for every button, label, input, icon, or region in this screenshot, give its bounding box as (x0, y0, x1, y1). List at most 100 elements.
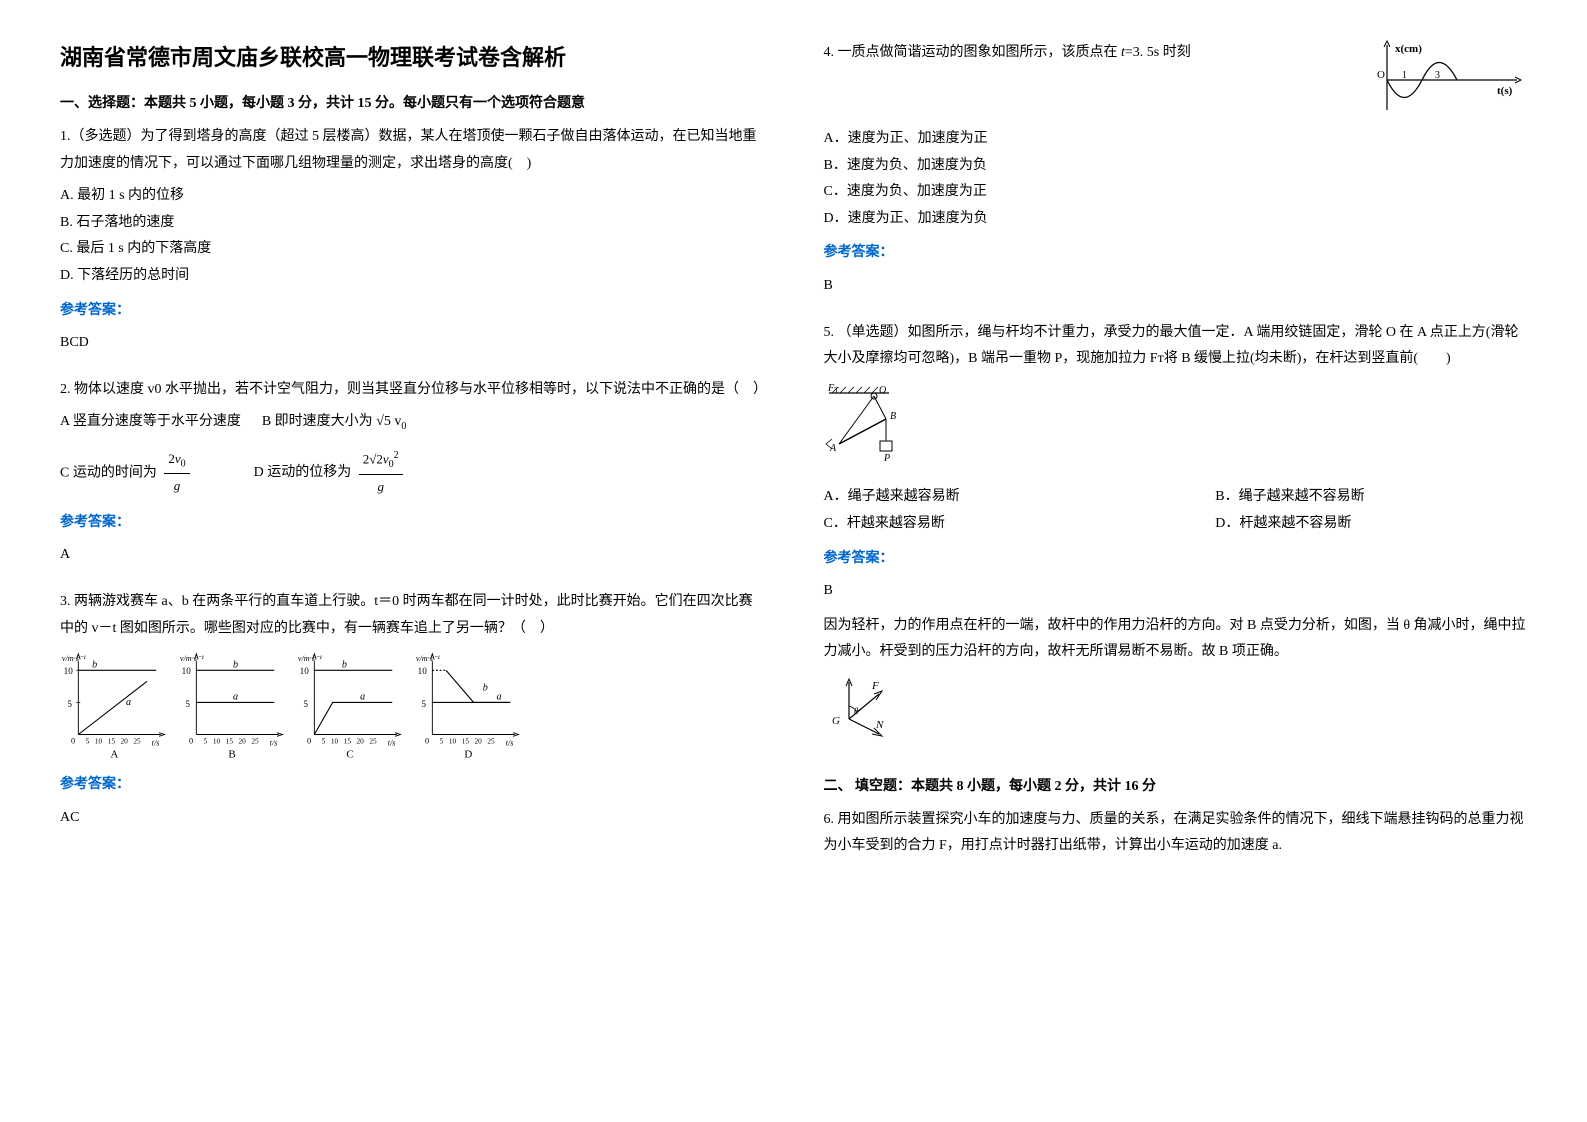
svg-text:25: 25 (251, 737, 259, 746)
svg-text:15: 15 (226, 737, 234, 746)
force-diagram: G F N θ (824, 674, 1528, 755)
section-2-header: 二、 填空题：本题共 8 小题，每小题 2 分，共计 16 分 (824, 775, 1528, 795)
shm-graph: x(cm) t(s) O 1 3 (1367, 40, 1527, 120)
svg-text:D: D (464, 749, 472, 761)
question-6: 6. 用如图所示装置探究小车的加速度与力、质量的关系，在满足实验条件的情况下，细… (824, 807, 1528, 860)
question-4-options: A．速度为正、加速度为正 B．速度为负、加速度为负 C．速度为负、加速度为正 D… (824, 126, 1528, 232)
svg-text:t(s): t(s) (1497, 85, 1513, 97)
svg-text:10: 10 (418, 666, 428, 676)
svg-text:v/m·s⁻¹: v/m·s⁻¹ (416, 654, 441, 663)
answer-value: A (60, 542, 764, 569)
svg-text:0: 0 (307, 737, 311, 746)
chart-panel-b: 10 5 b a 0 5 10 15 20 25 t/s v/m·s⁻¹ B (178, 652, 288, 762)
svg-text:O: O (1377, 69, 1385, 81)
svg-text:25: 25 (487, 737, 495, 746)
option-row-ab: A 竖直分速度等于水平分速度 B 即时速度大小为 √5 v0 (60, 409, 764, 436)
svg-text:b: b (483, 683, 488, 694)
svg-text:t/s: t/s (270, 739, 278, 748)
svg-text:5: 5 (322, 737, 326, 746)
svg-text:5: 5 (204, 737, 208, 746)
svg-text:b: b (233, 660, 238, 671)
option-c: C 运动的时间为 2v0 g (60, 447, 194, 499)
svg-text:20: 20 (357, 737, 365, 746)
svg-text:10: 10 (182, 666, 192, 676)
svg-text:0: 0 (425, 737, 429, 746)
question-2-text: 2. 物体以速度 v0 水平抛出，若不计空气阻力，则当其竖直分位移与水平位移相等… (60, 377, 764, 404)
svg-text:20: 20 (239, 737, 247, 746)
svg-text:5: 5 (185, 699, 190, 709)
svg-text:5: 5 (440, 737, 444, 746)
option-c: C．杆越来越容易断 (824, 511, 1136, 538)
question-4: 4. 一质点做简谐运动的图象如图所示，该质点在 t=3. 5s 时刻 x(cm)… (824, 40, 1528, 300)
answer-label: 参考答案： (60, 772, 764, 799)
question-2: 2. 物体以速度 v0 水平抛出，若不计空气阻力，则当其竖直分位移与水平位移相等… (60, 377, 764, 569)
answer-value: BCD (60, 330, 764, 357)
svg-text:0: 0 (71, 737, 75, 746)
denominator: g (170, 474, 185, 499)
svg-text:5: 5 (86, 737, 90, 746)
chart-panel-a: 10 5 b a 0 5 10 15 20 25 t/s v/m·s⁻¹ (60, 652, 170, 762)
answer-label: 参考答案： (60, 510, 764, 537)
svg-text:a: a (360, 692, 365, 703)
option-row-cd: C 运动的时间为 2v0 g D 运动的位移为 2√2v02 g (60, 446, 764, 500)
document-title: 湖南省常德市周文庙乡联校高一物理联考试卷含解析 (60, 40, 764, 72)
svg-text:5: 5 (67, 699, 72, 709)
svg-text:A: A (829, 443, 837, 454)
svg-text:5: 5 (421, 699, 426, 709)
option-d: D. 下落经历的总时间 (60, 263, 764, 290)
option-d: D．杆越来越不容易断 (1215, 511, 1527, 538)
vt-charts: 10 5 b a 0 5 10 15 20 25 t/s v/m·s⁻¹ (60, 652, 764, 762)
svg-text:B: B (228, 749, 235, 761)
svg-text:θ: θ (854, 706, 859, 716)
question-5-text: 5. （单选题）如图所示，绳与杆均不计重力，承受力的最大值一定．A 端用绞链固定… (824, 320, 1528, 373)
svg-text:20: 20 (121, 737, 129, 746)
svg-text:t/s: t/s (388, 739, 396, 748)
svg-text:v/m·s⁻¹: v/m·s⁻¹ (180, 654, 205, 663)
question-1-options: A. 最初 1 s 内的位移 B. 石子落地的速度 C. 最后 1 s 内的下落… (60, 183, 764, 289)
question-1-text: 1.（多选题）为了得到塔身的高度（超过 5 层楼高）数据，某人在塔顶使一颗石子做… (60, 124, 764, 177)
svg-text:T: T (834, 386, 839, 395)
option-a: A．绳子越来越容易断 (824, 484, 1136, 511)
svg-text:B: B (890, 411, 896, 422)
option-d: D．速度为正、加速度为负 (824, 206, 1528, 233)
svg-text:3: 3 (1435, 70, 1440, 81)
svg-text:A: A (110, 749, 118, 761)
svg-text:a: a (233, 692, 238, 703)
svg-text:F: F (871, 680, 879, 692)
option-b: B．绳子越来越不容易断 (1215, 484, 1527, 511)
svg-text:10: 10 (95, 737, 103, 746)
svg-text:v/m·s⁻¹: v/m·s⁻¹ (62, 654, 87, 663)
svg-text:x(cm): x(cm) (1395, 43, 1422, 55)
fraction-d: 2√2v02 g (359, 446, 403, 500)
chart-panel-d: 10 5 b a 0 5 10 15 20 25 t/s v/m·s⁻¹ D (414, 652, 524, 762)
explanation: 因为轻杆，力的作用点在杆的一端，故杆中的作用力沿杆的方向。对 B 点受力分析，如… (824, 613, 1528, 666)
question-6-text: 6. 用如图所示装置探究小车的加速度与力、质量的关系，在满足实验条件的情况下，细… (824, 807, 1528, 860)
question-2-options: A 竖直分速度等于水平分速度 B 即时速度大小为 √5 v0 C 运动的时间为 … (60, 409, 764, 499)
svg-text:v/m·s⁻¹: v/m·s⁻¹ (298, 654, 323, 663)
option-b-formula: √5 v0 (376, 414, 406, 429)
option-a: A 竖直分速度等于水平分速度 (60, 414, 241, 429)
question-1: 1.（多选题）为了得到塔身的高度（超过 5 层楼高）数据，某人在塔顶使一颗石子做… (60, 124, 764, 357)
right-column: 4. 一质点做简谐运动的图象如图所示，该质点在 t=3. 5s 时刻 x(cm)… (824, 40, 1528, 880)
svg-text:10: 10 (300, 666, 310, 676)
numerator: 2√2v02 (359, 446, 403, 475)
answer-value: AC (60, 805, 764, 832)
option-d: D 运动的位移为 2√2v02 g (254, 446, 407, 500)
svg-text:10: 10 (331, 737, 339, 746)
pulley-diagram: FT O B A P (824, 381, 1528, 477)
svg-text:t/s: t/s (152, 739, 160, 748)
svg-text:t/s: t/s (506, 739, 514, 748)
svg-text:25: 25 (133, 737, 141, 746)
svg-text:20: 20 (475, 737, 483, 746)
section-1-header: 一、选择题：本题共 5 小题，每小题 3 分，共计 15 分。每小题只有一个选项… (60, 92, 764, 112)
question-3: 3. 两辆游戏赛车 a、b 在两条平行的直车道上行驶。t＝0 时两车都在同一计时… (60, 589, 764, 831)
svg-text:10: 10 (213, 737, 221, 746)
option-c: C. 最后 1 s 内的下落高度 (60, 236, 764, 263)
option-b: B. 石子落地的速度 (60, 210, 764, 237)
svg-text:25: 25 (369, 737, 377, 746)
svg-text:0: 0 (189, 737, 193, 746)
svg-text:1: 1 (1402, 70, 1407, 81)
svg-text:a: a (497, 692, 502, 703)
answer-label: 参考答案： (824, 546, 1528, 573)
svg-text:G: G (832, 715, 840, 727)
